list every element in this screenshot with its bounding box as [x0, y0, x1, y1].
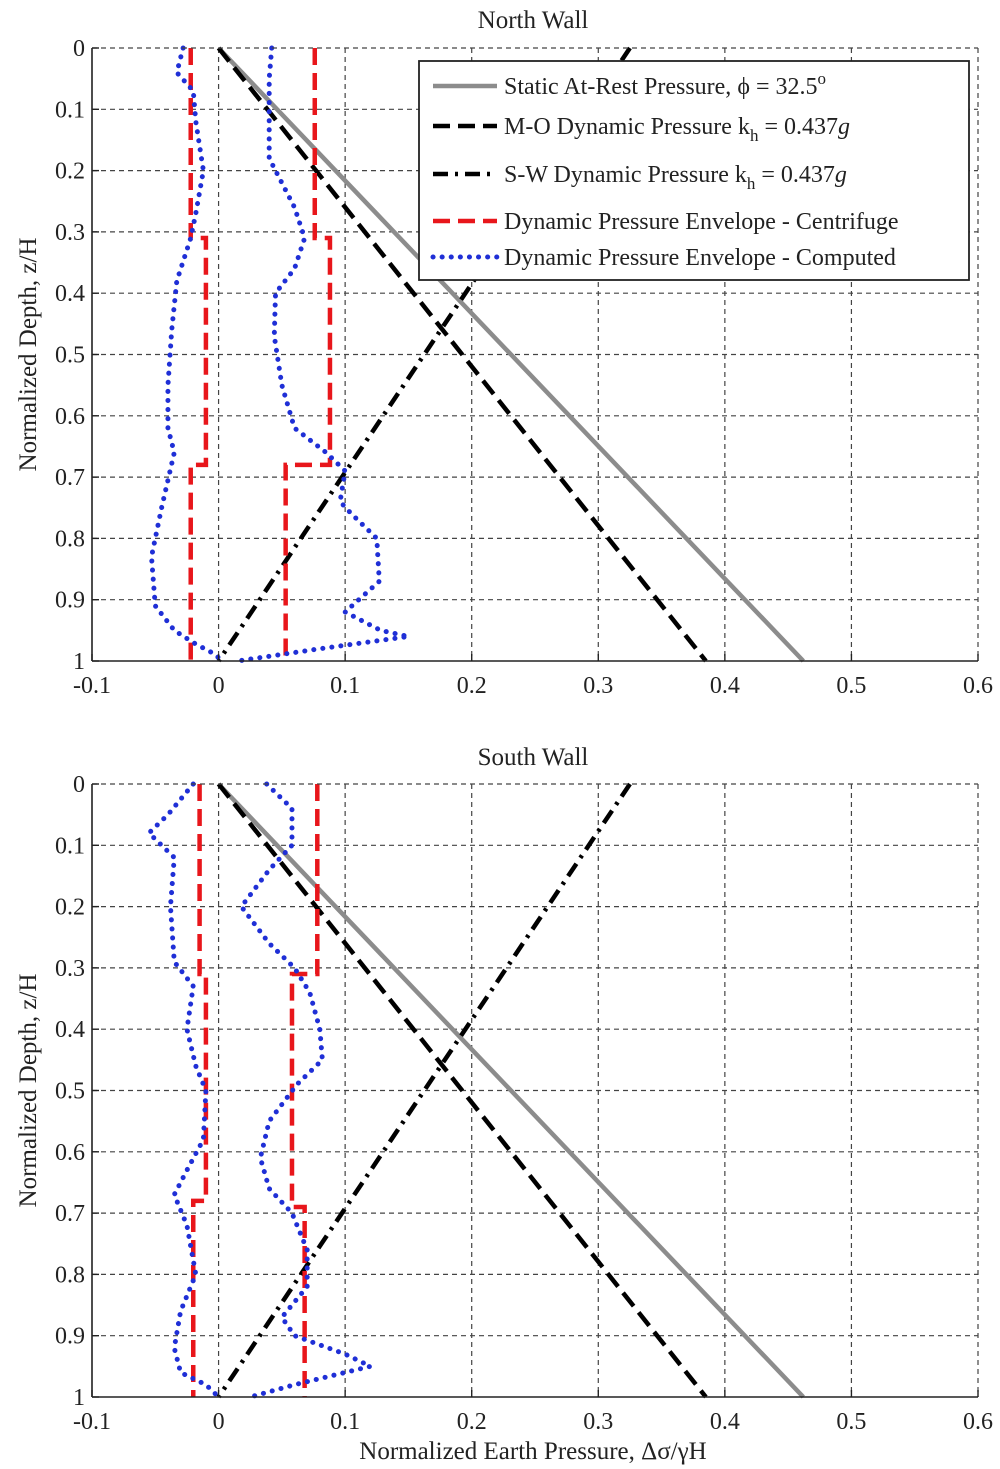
- y-tick-label: 0.6: [55, 1140, 85, 1166]
- y-tick-label: 0.9: [55, 1324, 85, 1350]
- y-tick-label: 0.8: [55, 526, 85, 552]
- x-tick-label: -0.1: [73, 673, 111, 699]
- legend-box: [418, 60, 970, 281]
- y-tick-label: 0.7: [55, 1201, 85, 1227]
- y-tick-label: 1: [73, 1385, 85, 1411]
- y-tick-label: 0.3: [55, 956, 85, 982]
- y-tick-label: 0.1: [55, 97, 85, 123]
- y-tick-label: 0.7: [55, 465, 85, 491]
- x-tick-label: 0.3: [583, 673, 613, 699]
- x-tick-label: 0.2: [457, 673, 487, 699]
- series-centrifuge-left-line: [191, 784, 209, 1397]
- x-tick-label: 0.3: [583, 1409, 613, 1435]
- y-tick-label: 0.9: [55, 588, 85, 614]
- x-tick-label: 0.4: [710, 1409, 740, 1435]
- y-axis-title: Normalized Depth, z/H: [15, 974, 42, 1208]
- y-tick-label: 0.6: [55, 404, 85, 430]
- y-axis-title: Normalized Depth, z/H: [15, 238, 42, 472]
- y-tick-label: 0.2: [55, 159, 85, 185]
- y-tick-label: 0.8: [55, 1262, 85, 1288]
- chart-panel-south: -0.1 0 0.1 0.2 0.3 0.4 0.5 0.6 0 0.1 0.2 0.3 0.4 0.5 0…: [15, 744, 993, 1465]
- y-tick-label: 0.4: [55, 1017, 85, 1043]
- x-tick-label: 0.1: [330, 1409, 360, 1435]
- x-tick-label: 0: [213, 1409, 225, 1435]
- series-centrifuge-right-line: [283, 48, 333, 661]
- x-tick-label: 0.6: [963, 673, 993, 699]
- y-tick-label: 0.5: [55, 1079, 85, 1105]
- x-tick-label: 0.2: [457, 1409, 487, 1435]
- x-tick-label: -0.1: [73, 1409, 111, 1435]
- chart-panel-north: -0.1 0 0.1 0.2 0.3 0.4 0.5 0.6 0 0.1 0.2 0.3 0.4 0.5 0…: [15, 7, 993, 699]
- x-tick-label: 0.1: [330, 673, 360, 699]
- legend-label-mo: M-O Dynamic Pressure kh = 0.437g: [504, 114, 850, 145]
- series-computed-left-line: [148, 45, 224, 664]
- series-computed-right-line: [238, 781, 378, 1400]
- x-tick-label: 0: [213, 673, 225, 699]
- series-mo-line: [216, 782, 708, 1399]
- x-tick-label: 0.5: [836, 1409, 866, 1435]
- y-tick-label: 1: [73, 649, 85, 675]
- y-tick-label: 0: [73, 36, 85, 62]
- y-tick-label: 0.2: [55, 895, 85, 921]
- series-mo-line: [216, 46, 708, 663]
- legend-label-static: Static At-Rest Pressure, ϕ = 32.5o: [504, 69, 826, 100]
- y-tick-label: 0.3: [55, 220, 85, 246]
- x-tick-label: 0.4: [710, 673, 740, 699]
- chart-title: South Wall: [478, 744, 589, 771]
- chart-title: North Wall: [478, 7, 589, 34]
- y-tick-label: 0.4: [55, 281, 85, 307]
- legend-label-computed: Dynamic Pressure Envelope - Computed: [504, 245, 896, 271]
- series-computed-left-line: [145, 781, 222, 1400]
- y-tick-label: 0: [73, 772, 85, 798]
- legend-label-sw: S-W Dynamic Pressure kh = 0.437g: [504, 162, 847, 193]
- series-computed-right-line: [235, 45, 409, 664]
- y-tick-label: 0.1: [55, 833, 85, 859]
- legend-label-centrifuge: Dynamic Pressure Envelope - Centrifuge: [504, 209, 899, 235]
- x-axis-title: Normalized Earth Pressure, Δσ/γH: [359, 1438, 706, 1465]
- x-tick-label: 0.5: [836, 673, 866, 699]
- series-sw-line: [216, 782, 632, 1399]
- legend: Static At-Rest Pressure, ϕ = 32.5o M-O Dy…: [418, 60, 970, 281]
- series-sw-line: [216, 46, 632, 663]
- x-tick-label: 0.6: [963, 1409, 993, 1435]
- series-centrifuge-left-line: [188, 48, 209, 661]
- y-tick-label: 0.5: [55, 343, 85, 369]
